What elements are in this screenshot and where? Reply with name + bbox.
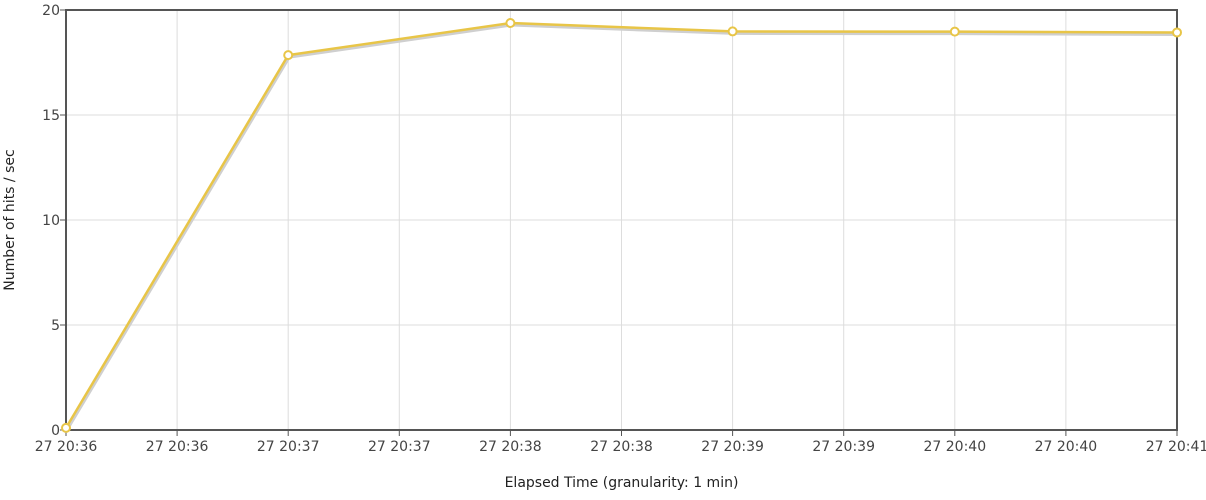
x-tick-label: 27 20:37 [257, 439, 320, 455]
y-tick-label: 20 [42, 3, 60, 19]
x-tick-label: 27 20:38 [479, 439, 542, 455]
x-tick-label: 27 20:39 [701, 439, 764, 455]
x-tick-label: 27 20:40 [923, 439, 986, 455]
y-tick-label: 15 [42, 108, 60, 124]
grid-lines [65, 9, 1178, 431]
data-point [61, 422, 71, 433]
series-layer [61, 18, 1182, 433]
data-point [727, 26, 738, 37]
x-tick-label: 27 20:37 [368, 439, 431, 455]
x-axis-ticks: 27 20:36 27 20:36 27 20:37 27 20:37 27 20:38… [35, 430, 1206, 455]
data-point [505, 18, 516, 29]
x-tick-label: 27 20:41 [1146, 439, 1206, 455]
y-tick-label: 5 [51, 318, 60, 334]
x-tick-label: 27 20:38 [590, 439, 653, 455]
series-line [64, 21, 1178, 429]
x-tick-label: 27 20:36 [146, 439, 209, 455]
y-axis-title: Number of hits / sec [2, 149, 18, 290]
data-point [1172, 27, 1182, 38]
x-tick-label: 27 20:39 [812, 439, 875, 455]
y-axis-ticks: 0 5 10 15 20 [42, 3, 66, 439]
x-tick-label: 27 20:36 [35, 439, 98, 455]
x-tick-label: 27 20:40 [1035, 439, 1098, 455]
series-line-shadow [65, 23, 1179, 431]
y-tick-label: 10 [42, 213, 60, 229]
x-axis-title: Elapsed Time (granularity: 1 min) [505, 475, 739, 491]
data-point [949, 26, 960, 37]
data-point [283, 50, 294, 61]
y-tick-label: 0 [51, 423, 60, 439]
